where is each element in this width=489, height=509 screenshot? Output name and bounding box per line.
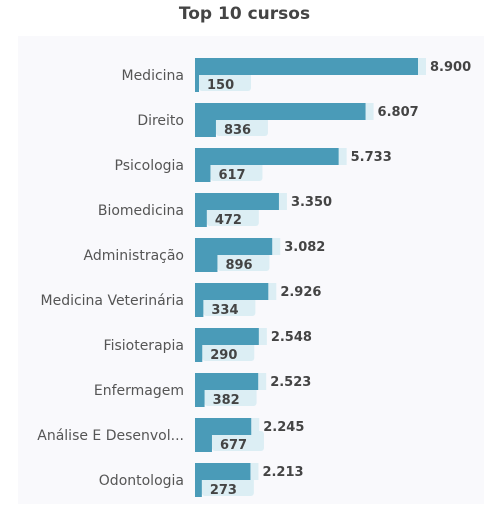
bar-series-1[interactable] — [195, 373, 259, 390]
bar-series-2[interactable] — [195, 345, 203, 362]
data-label: 2.523 — [270, 375, 311, 390]
data-label: 3.350 — [291, 195, 332, 210]
bar-series-2[interactable] — [195, 390, 205, 407]
category-label: Medicina Veterinária — [41, 293, 185, 309]
data-label: 150 — [207, 78, 234, 93]
category-label: Direito — [137, 113, 184, 129]
bar-series-1[interactable] — [195, 103, 366, 120]
bar-series-1[interactable] — [195, 283, 269, 300]
data-label: 2.926 — [280, 285, 321, 300]
data-label: 5.733 — [351, 150, 392, 165]
category-label: Odontologia — [99, 473, 184, 489]
data-label: 382 — [213, 393, 240, 408]
value-label-bg — [251, 418, 260, 435]
bar-series-1[interactable] — [195, 193, 279, 210]
category-label: Biomedicina — [98, 203, 184, 219]
value-label-bg — [338, 148, 347, 165]
value-label-bg — [418, 58, 426, 75]
category-label: Fisioterapia — [104, 338, 184, 354]
value-label-bg — [258, 373, 267, 390]
value-label-bg — [215, 116, 268, 136]
data-label: 334 — [211, 303, 238, 318]
bar-series-1[interactable] — [195, 58, 418, 75]
value-label-bg — [278, 193, 287, 210]
value-label-bg — [272, 238, 281, 255]
chart-title: Top 10 cursos — [178, 4, 311, 24]
bar-series-1[interactable] — [195, 418, 252, 435]
value-label-bg — [210, 161, 263, 181]
bar-series-2[interactable] — [195, 255, 218, 272]
category-label: Administração — [84, 248, 184, 264]
bar-series-1[interactable] — [195, 328, 259, 345]
value-label-bg — [201, 476, 254, 496]
data-label: 472 — [215, 213, 242, 228]
value-label-bg — [268, 283, 277, 300]
data-label: 2.245 — [263, 420, 304, 435]
data-label: 677 — [220, 438, 247, 453]
value-label-bg — [258, 328, 267, 345]
bar-series-1[interactable] — [195, 148, 339, 165]
category-label: Enfermagem — [94, 383, 184, 399]
data-label: 8.900 — [430, 60, 471, 75]
bar-series-2[interactable] — [195, 300, 204, 317]
value-label-bg — [206, 206, 259, 226]
bar-series-2[interactable] — [195, 75, 199, 92]
value-label-bg — [202, 341, 255, 361]
data-label: 617 — [218, 168, 245, 183]
bar-series-2[interactable] — [195, 165, 211, 182]
value-label-bg — [217, 251, 270, 271]
data-label: 290 — [210, 348, 237, 363]
value-label-bg — [250, 463, 259, 480]
bar-series-2[interactable] — [195, 480, 202, 497]
bar-series-2[interactable] — [195, 120, 216, 137]
data-label: 2.548 — [271, 330, 312, 345]
value-label-bg — [203, 296, 256, 316]
bar-series-1[interactable] — [195, 463, 251, 480]
bar-series-1[interactable] — [195, 238, 273, 255]
category-label: Psicologia — [115, 158, 184, 174]
value-label-bg — [204, 386, 257, 406]
value-label-bg — [199, 71, 251, 91]
value-label-bg — [211, 431, 264, 451]
value-label-bg — [365, 103, 374, 120]
data-label: 2.213 — [262, 465, 303, 480]
category-label: Medicina — [121, 68, 184, 84]
bar-series-2[interactable] — [195, 210, 207, 227]
data-label: 836 — [224, 123, 251, 138]
data-label: 3.082 — [284, 240, 325, 255]
data-label: 273 — [210, 483, 237, 498]
category-label: Análise E Desenvol... — [37, 428, 184, 444]
data-label: 6.807 — [378, 105, 419, 120]
bar-series-2[interactable] — [195, 435, 212, 452]
data-label: 896 — [225, 258, 252, 273]
